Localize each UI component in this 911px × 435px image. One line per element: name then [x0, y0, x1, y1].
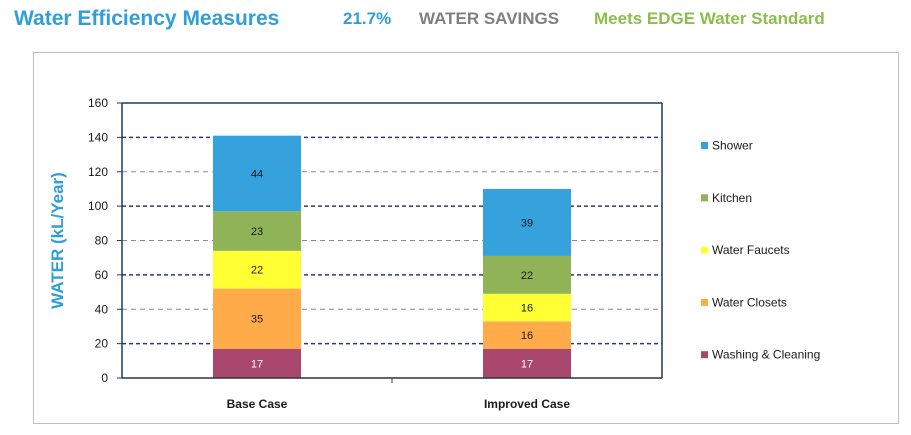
bar-base-case-shower — [213, 135, 301, 212]
y-tick-label: 60 — [95, 268, 109, 282]
legend-swatch-water-faucets — [701, 246, 708, 254]
y-tick-label: 80 — [95, 234, 109, 248]
bar-improved-case-washing-cleaning — [483, 348, 571, 378]
legend-swatch-washing-cleaning — [701, 351, 708, 359]
y-axis-title: WATER (kL/Year) — [48, 172, 67, 309]
water-savings-percent: 21.7% — [343, 9, 392, 28]
legend-label-washing-cleaning: Washing & Cleaning — [712, 348, 820, 362]
bar-base-case-water-faucets — [213, 250, 301, 289]
bar-improved-case-water-closets — [483, 321, 571, 349]
legend-label-water-closets: Water Closets — [712, 295, 787, 309]
y-tick-label: 40 — [95, 302, 109, 316]
axes: Base Case Improved Case 0 20 40 60 80 100 120 140… — [48, 96, 663, 411]
legend-label-water-faucets: Water Faucets — [712, 243, 790, 257]
bar-base-case-kitchen — [213, 211, 301, 251]
data-label: 16 — [521, 330, 533, 342]
bar-base-case-water-closets — [213, 288, 301, 349]
y-tick-label: 140 — [88, 130, 108, 144]
gridlines — [122, 136, 662, 345]
legend-swatch-shower — [701, 142, 708, 149]
legend-label-shower: Shower — [712, 139, 753, 153]
data-label: 35 — [251, 314, 263, 326]
header: Water Efficiency Measures 21.7% WATER SA… — [14, 4, 904, 34]
page-title: Water Efficiency Measures — [14, 7, 280, 30]
chart-frame — [33, 52, 899, 424]
y-tick-label: 0 — [101, 371, 108, 385]
legend: Shower Kitchen Water Faucets Water Closets W… — [701, 139, 820, 362]
y-tick-label: 120 — [88, 165, 108, 179]
bars: 17 35 22 23 44 17 16 16 22 39 — [213, 135, 571, 378]
y-tick-label: 20 — [95, 337, 109, 351]
data-label: 39 — [521, 217, 533, 229]
legend-swatch-water-closets — [701, 298, 708, 306]
y-tick-label: 160 — [88, 96, 108, 110]
data-label: 22 — [521, 270, 533, 282]
data-label: 17 — [521, 358, 533, 370]
bar-improved-case-kitchen — [483, 255, 571, 294]
legend-label-kitchen: Kitchen — [712, 191, 752, 205]
data-label: 44 — [251, 168, 263, 180]
bar-base-case-washing-cleaning — [213, 348, 301, 378]
bar-improved-case-shower — [483, 188, 571, 256]
data-label: 17 — [251, 358, 263, 370]
data-label: 23 — [251, 226, 263, 238]
legend-swatch-kitchen — [701, 194, 708, 202]
bar-improved-case-water-faucets — [483, 293, 571, 322]
x-tick-label: Improved Case — [484, 397, 570, 411]
data-label: 16 — [521, 303, 533, 315]
water-savings-label: WATER SAVINGS — [419, 9, 560, 28]
standard-status: Meets EDGE Water Standard — [594, 9, 825, 28]
x-tick-label: Base Case — [227, 397, 288, 411]
data-label: 22 — [251, 265, 263, 277]
y-tick-label: 100 — [88, 199, 108, 213]
